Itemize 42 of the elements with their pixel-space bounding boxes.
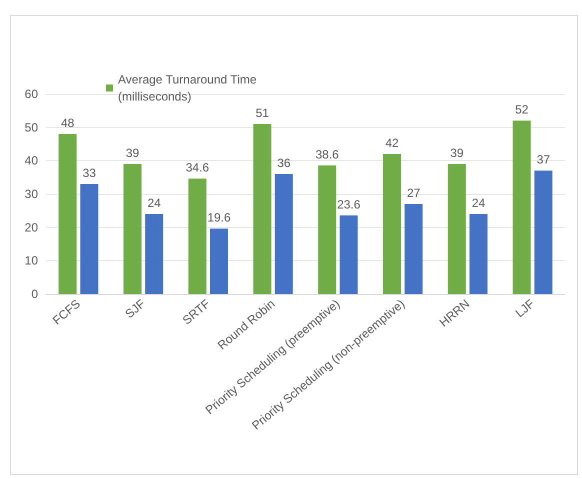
legend-label: Average Turnaround Time (milliseconds)	[118, 72, 260, 104]
data-label: 34.6	[186, 160, 210, 175]
y-tick-label: 60	[24, 87, 38, 101]
data-label: 52	[515, 102, 529, 117]
bar	[383, 154, 402, 294]
data-label: 39	[126, 146, 140, 160]
x-tick-label: SJF	[122, 296, 148, 322]
data-label: 48	[60, 116, 75, 130]
y-tick-label: 20	[24, 220, 38, 234]
bar	[210, 228, 228, 294]
data-label: 19.6	[207, 210, 231, 225]
data-label: 23.6	[337, 197, 361, 212]
bar	[534, 170, 552, 294]
data-label: 24	[472, 196, 486, 210]
x-tick-label: LJF	[512, 296, 538, 320]
data-label: 24	[147, 196, 162, 210]
bar	[469, 214, 488, 294]
data-label: 37	[536, 152, 550, 167]
data-label: 51	[256, 106, 270, 120]
y-tick-label: 50	[24, 120, 38, 134]
bar	[340, 215, 358, 294]
bar	[318, 165, 336, 294]
y-tick-label: 10	[24, 254, 38, 268]
bar	[253, 124, 272, 294]
y-tick-label: 40	[24, 154, 38, 168]
data-label: 38.6	[315, 147, 340, 162]
y-tick-label: 30	[24, 187, 38, 201]
bar	[188, 178, 206, 294]
bar	[512, 120, 531, 294]
bar	[58, 134, 77, 294]
data-label: 42	[385, 136, 400, 150]
y-tick-label: 0	[31, 287, 38, 301]
bar	[274, 174, 293, 294]
data-label: 33	[82, 166, 96, 180]
bar	[124, 164, 142, 294]
bar	[145, 214, 164, 294]
data-label: 36	[277, 156, 291, 170]
bar	[448, 164, 466, 294]
bar	[404, 204, 423, 294]
data-label: 27	[406, 186, 421, 200]
data-label: 39	[450, 146, 464, 160]
bar	[80, 184, 98, 294]
